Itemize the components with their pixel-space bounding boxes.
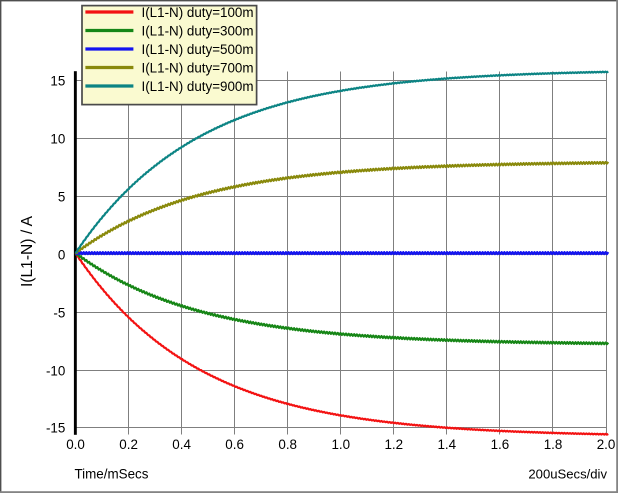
svg-text:10: 10 bbox=[50, 131, 65, 146]
svg-text:-10: -10 bbox=[46, 363, 65, 378]
svg-text:1.6: 1.6 bbox=[491, 437, 510, 452]
svg-text:Time/mSecs: Time/mSecs bbox=[75, 467, 149, 482]
svg-text:1.4: 1.4 bbox=[437, 437, 456, 452]
svg-text:0.4: 0.4 bbox=[172, 437, 191, 452]
svg-text:0.6: 0.6 bbox=[225, 437, 244, 452]
svg-text:I(L1-N) duty=100m: I(L1-N) duty=100m bbox=[142, 5, 254, 20]
svg-text:-15: -15 bbox=[46, 420, 65, 435]
svg-text:200uSecs/div: 200uSecs/div bbox=[528, 466, 607, 481]
svg-text:15: 15 bbox=[50, 73, 65, 88]
svg-text:I(L1-N) duty=300m: I(L1-N) duty=300m bbox=[142, 23, 254, 38]
svg-text:0: 0 bbox=[58, 247, 65, 262]
svg-text:1.0: 1.0 bbox=[331, 437, 350, 452]
svg-text:0.2: 0.2 bbox=[119, 437, 138, 452]
svg-text:2.0: 2.0 bbox=[597, 437, 616, 452]
svg-text:I(L1-N) duty=700m: I(L1-N) duty=700m bbox=[142, 60, 254, 75]
svg-text:I(L1-N) duty=900m: I(L1-N) duty=900m bbox=[142, 79, 254, 94]
svg-text:-5: -5 bbox=[53, 305, 65, 320]
svg-text:1.8: 1.8 bbox=[544, 437, 563, 452]
svg-text:0.0: 0.0 bbox=[66, 437, 85, 452]
svg-text:I(L1-N) duty=500m: I(L1-N) duty=500m bbox=[142, 42, 254, 57]
svg-text:0.8: 0.8 bbox=[278, 437, 297, 452]
svg-text:I(L1-N) / A: I(L1-N) / A bbox=[19, 215, 36, 287]
svg-text:1.2: 1.2 bbox=[384, 437, 403, 452]
svg-text:5: 5 bbox=[58, 189, 65, 204]
